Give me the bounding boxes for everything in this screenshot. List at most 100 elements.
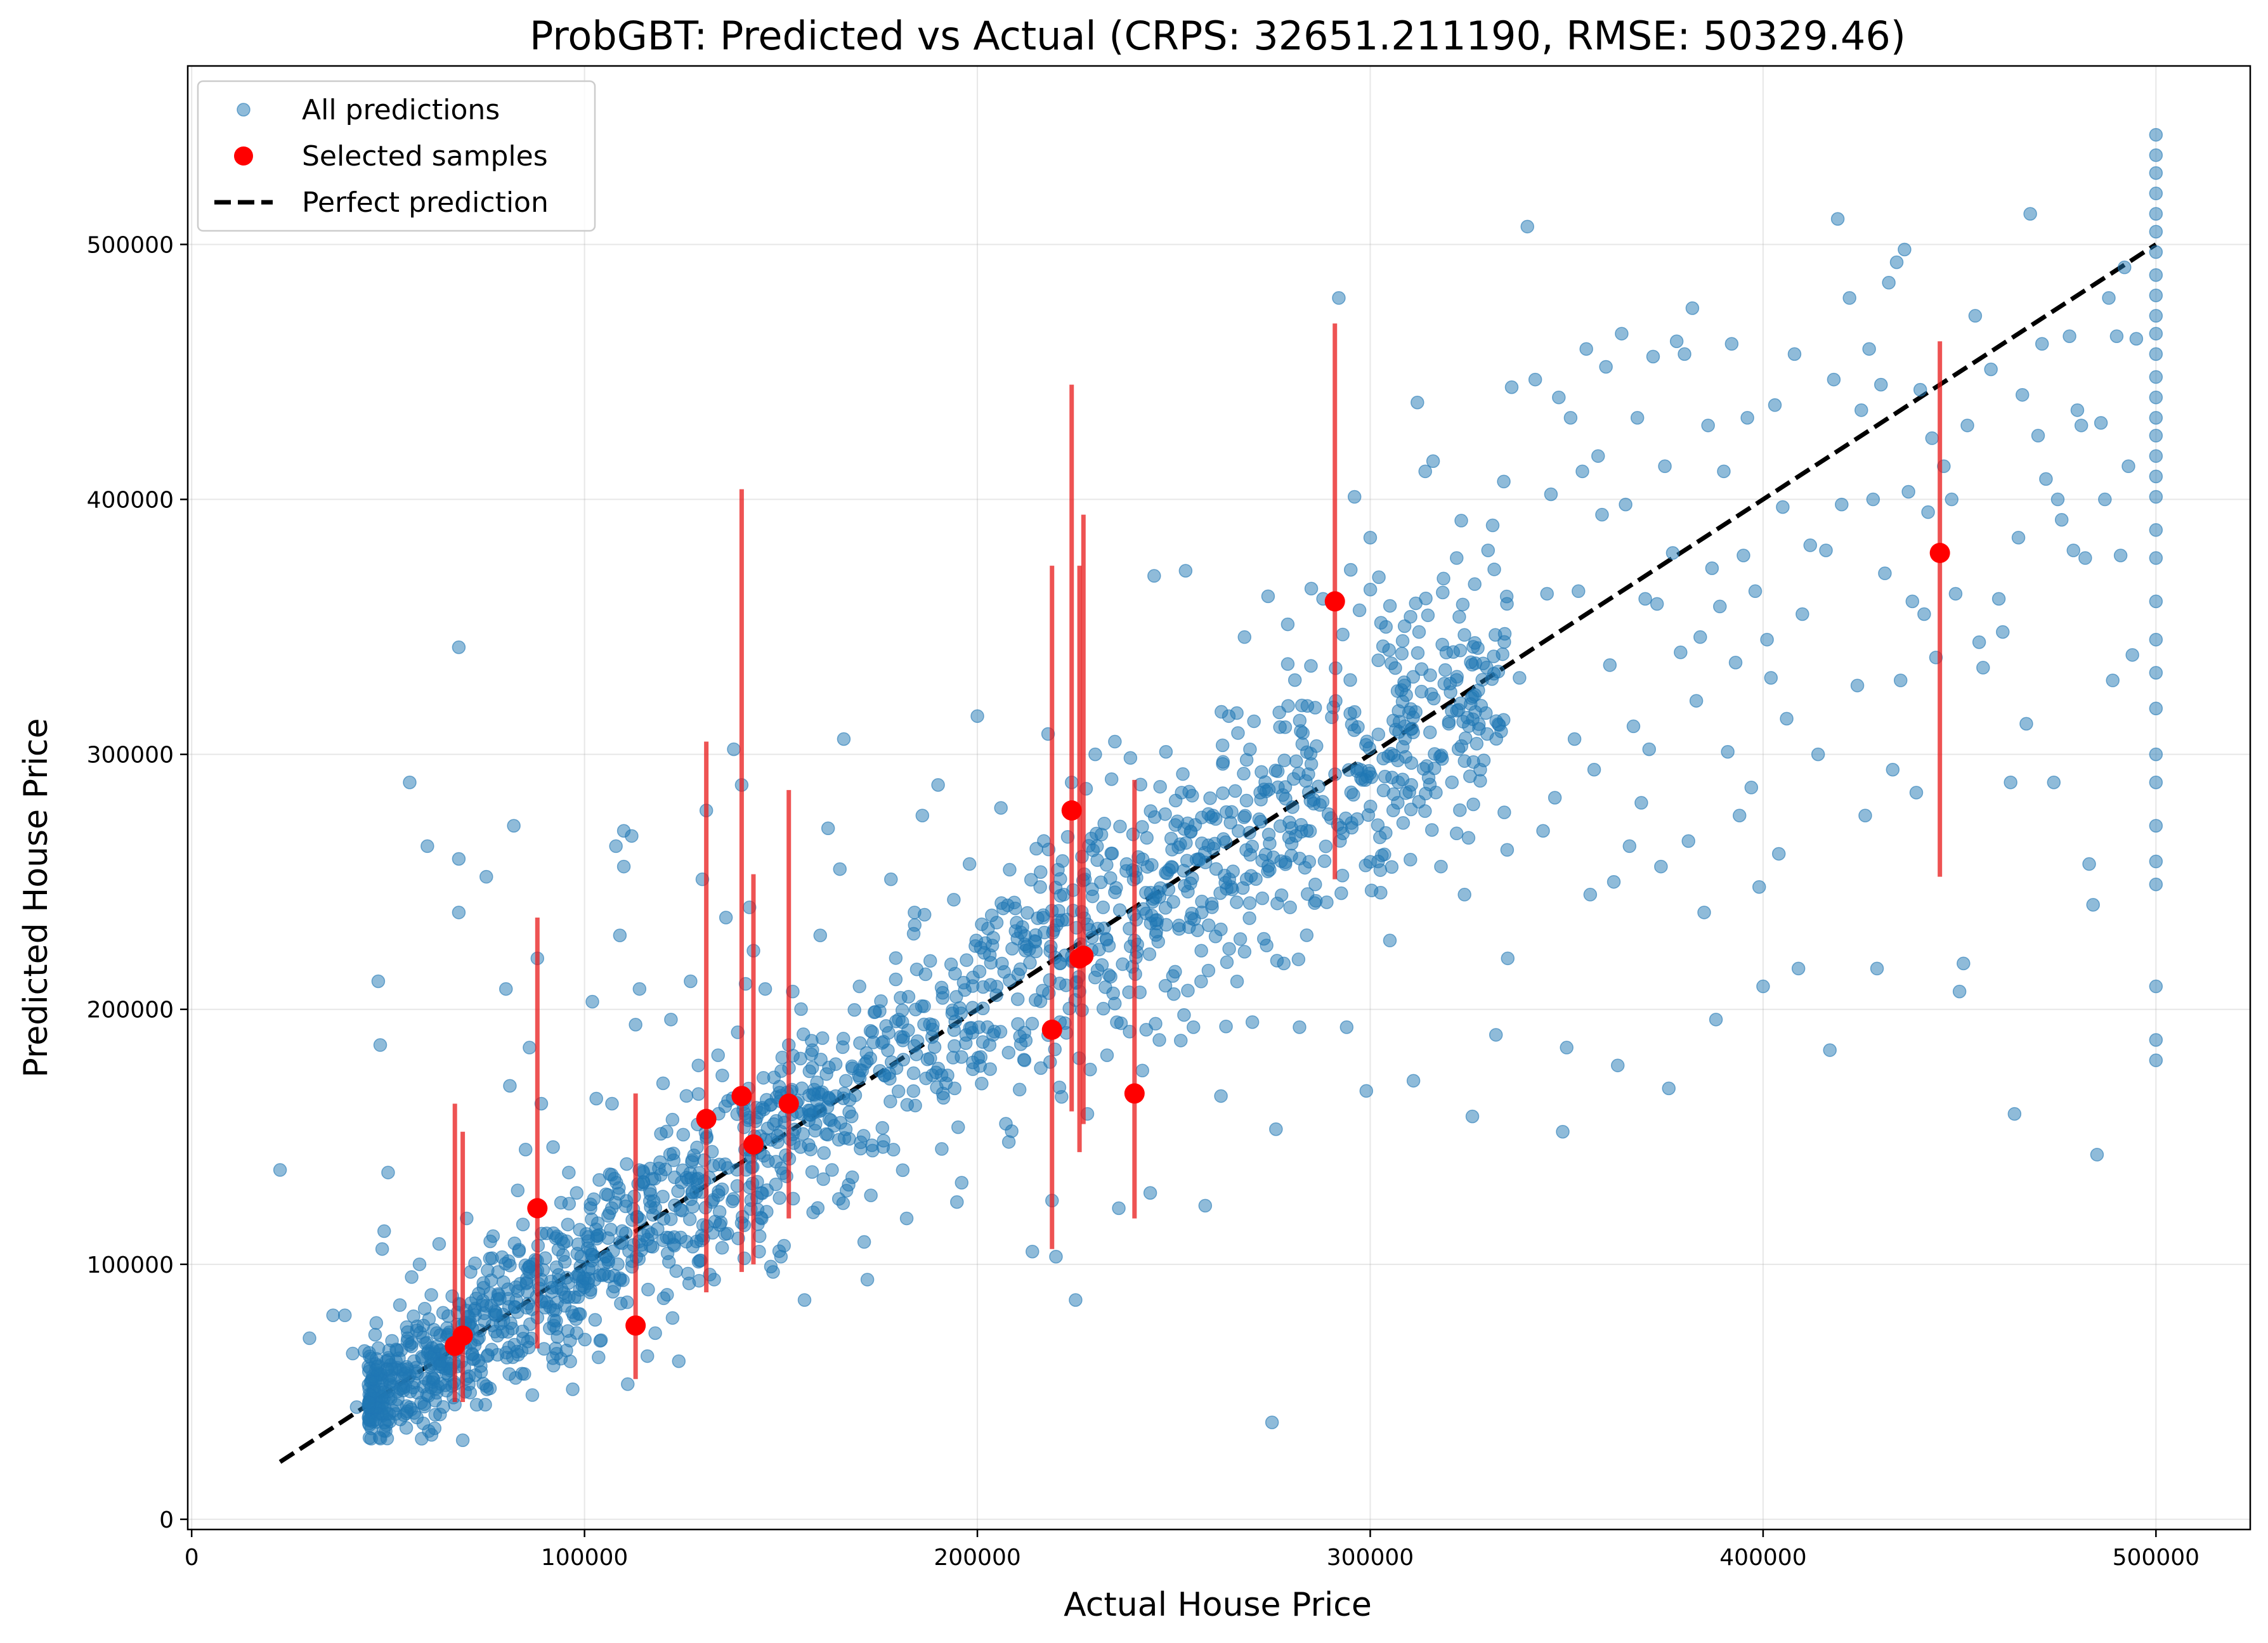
prediction-point [1343, 562, 1358, 577]
prediction-point [827, 1119, 842, 1133]
prediction-point [1168, 964, 1182, 979]
prediction-point [2149, 632, 2163, 647]
prediction-point [1485, 518, 1500, 533]
prediction-point [380, 1431, 394, 1446]
prediction-point [918, 967, 933, 982]
prediction-point [417, 1302, 432, 1316]
prediction-point [1560, 1041, 1574, 1055]
prediction-point [1412, 625, 1426, 639]
prediction-point [2074, 419, 2089, 432]
prediction-point [1188, 818, 1202, 832]
prediction-point [1209, 862, 1223, 876]
prediction-point [1572, 584, 1586, 599]
prediction-point [1053, 872, 1067, 886]
prediction-point [1017, 1053, 1031, 1067]
prediction-point [1418, 464, 1432, 479]
prediction-point [1265, 1415, 1279, 1429]
y-tick-label: 0 [159, 1507, 174, 1533]
prediction-point [1489, 1028, 1503, 1042]
prediction-point [1693, 630, 1707, 644]
prediction-point [1308, 701, 1322, 715]
prediction-point [691, 1171, 705, 1186]
prediction-point [1243, 848, 1258, 862]
prediction-point [1681, 834, 1695, 848]
prediction-point [389, 1342, 403, 1356]
prediction-point [797, 1293, 812, 1307]
prediction-point [562, 1166, 576, 1179]
prediction-point [1230, 706, 1244, 720]
prediction-point [1242, 911, 1256, 925]
prediction-point [1261, 859, 1275, 873]
prediction-point [1208, 836, 1222, 851]
prediction-point [1540, 587, 1554, 601]
prediction-point [1291, 952, 1306, 966]
prediction-point [1005, 1124, 1019, 1138]
prediction-point [1414, 662, 1429, 676]
prediction-point [2149, 309, 2163, 323]
prediction-point [1270, 954, 1284, 968]
prediction-point [1319, 839, 1333, 854]
prediction-point [2149, 1033, 2163, 1047]
prediction-point [1304, 659, 1318, 673]
prediction-point [917, 907, 932, 922]
prediction-point [1332, 291, 1346, 305]
prediction-point [656, 1291, 671, 1306]
prediction-point [1787, 347, 1802, 361]
prediction-point [1701, 419, 1715, 432]
prediction-point [580, 1241, 595, 1255]
prediction-point [685, 1155, 699, 1169]
prediction-point [1437, 677, 1452, 691]
prediction-point [1917, 607, 1931, 621]
prediction-point [1195, 894, 1209, 909]
prediction-point [1874, 377, 1888, 392]
prediction-point [2129, 332, 2144, 346]
prediction-point [2094, 416, 2108, 430]
prediction-point [1143, 1186, 1157, 1200]
prediction-point [1713, 599, 1727, 614]
prediction-point [605, 1096, 619, 1111]
prediction-point [2149, 411, 2163, 425]
prediction-point [777, 1238, 791, 1253]
prediction-point [609, 839, 623, 854]
prediction-point [1603, 658, 1617, 672]
prediction-point [908, 1098, 922, 1113]
prediction-point [948, 1081, 961, 1096]
prediction-point [606, 1285, 620, 1299]
prediction-point [413, 1325, 427, 1340]
prediction-point [2149, 390, 2163, 405]
prediction-point [877, 1134, 891, 1148]
prediction-point [656, 1076, 670, 1091]
prediction-point [1226, 864, 1240, 878]
prediction-point [1102, 938, 1116, 953]
prediction-point [889, 972, 903, 987]
prediction-point [686, 1200, 700, 1214]
prediction-point [504, 1316, 518, 1330]
prediction-point [1497, 635, 1511, 649]
prediction-point [1487, 562, 1501, 576]
prediction-point [2149, 776, 2163, 789]
prediction-point [377, 1224, 391, 1238]
x-axis-ticks: 0 100000 200000 300000 400000 500000 [185, 1529, 2200, 1571]
prediction-point [1397, 675, 1411, 689]
prediction-point [452, 852, 466, 866]
selected-samples-series [445, 542, 1950, 1356]
prediction-point [1678, 347, 1691, 361]
prediction-point [867, 1005, 882, 1020]
prediction-point [1450, 551, 1464, 565]
prediction-point [1921, 505, 1935, 519]
prediction-point [503, 1258, 517, 1273]
prediction-point [2090, 1148, 2104, 1162]
prediction-point [1036, 984, 1050, 997]
prediction-point [629, 1018, 642, 1032]
prediction-point [1371, 727, 1386, 741]
prediction-point [1195, 836, 1209, 850]
selected-sample-point [1041, 1019, 1062, 1040]
prediction-point [682, 1212, 697, 1226]
prediction-point [972, 964, 987, 978]
prediction-point [1705, 561, 1719, 575]
prediction-point [563, 1354, 577, 1368]
prediction-point [1424, 823, 1439, 837]
prediction-point [1499, 589, 1514, 604]
prediction-point [1001, 898, 1015, 912]
prediction-point [1350, 812, 1364, 826]
